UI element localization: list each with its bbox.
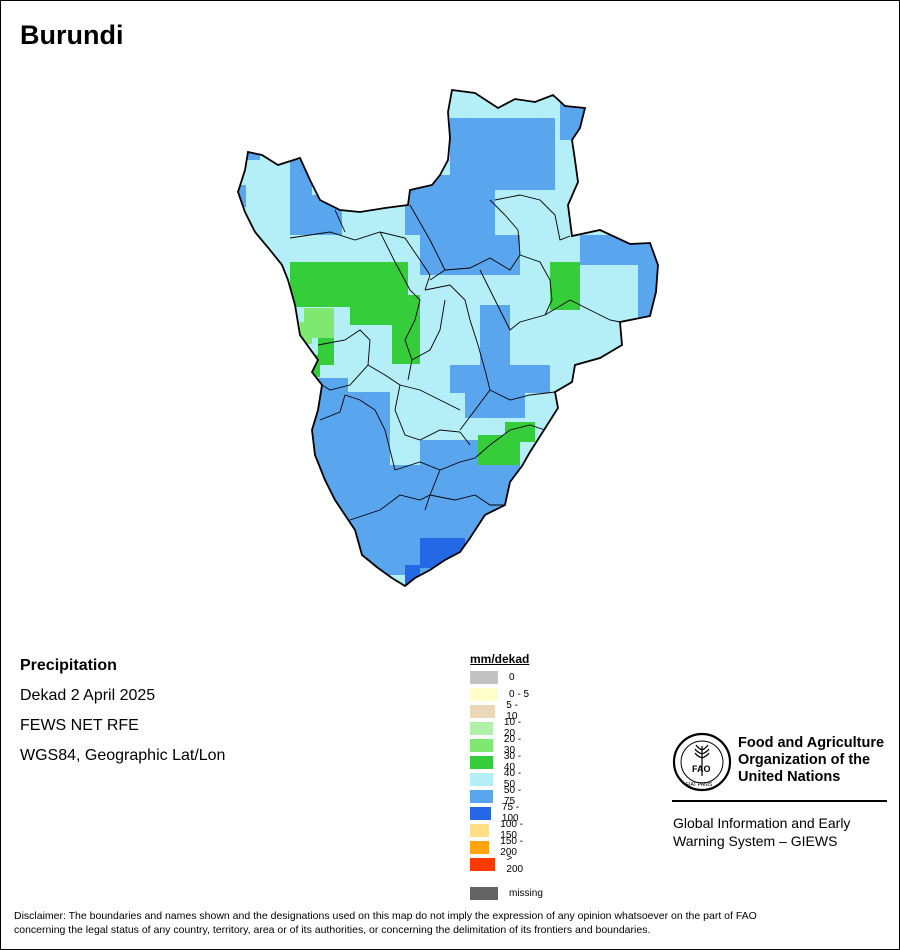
legend-label: 0 - 5 — [509, 688, 530, 700]
legend-label-missing: missing — [509, 887, 543, 899]
legend-item: 40 - 50 — [470, 768, 529, 790]
rainfall-cells-30-40 — [290, 262, 580, 465]
national-boundary — [237, 88, 659, 588]
map-info: Precipitation Dekad 2 April 2025 FEWS NE… — [20, 656, 225, 776]
legend-swatch — [470, 670, 498, 684]
source-label: FEWS NET RFE — [20, 717, 139, 734]
legend-swatch — [470, 823, 490, 837]
legend-swatch — [470, 687, 498, 701]
period-label: Dekad 2 April 2025 — [20, 687, 156, 704]
fao-name-line2: Organization of the — [738, 752, 871, 768]
legend-item: 100 - 150 — [470, 819, 529, 841]
projection-label: WGS84, Geographic Lat/Lon — [20, 747, 226, 764]
legend-label: 40 - 50 — [503, 768, 522, 790]
legend-label: 50 - 75 — [503, 785, 522, 807]
legend-item: 50 - 75 — [470, 785, 529, 807]
legend-swatch — [470, 721, 493, 735]
legend-swatch-missing — [470, 886, 498, 900]
legend-swatch — [470, 857, 496, 871]
legend-item: 0 — [470, 670, 515, 684]
province-boundaries — [289, 194, 621, 521]
legend-swatch — [470, 755, 493, 769]
giews-line2: Warning System – GIEWS — [673, 833, 838, 849]
fao-name-line3: United Nations — [738, 769, 841, 785]
legend-item: 5 - 10 — [470, 700, 529, 722]
legend-unit: mm/dekad — [470, 652, 530, 666]
precipitation-map — [237, 88, 659, 588]
legend-swatch — [470, 738, 493, 752]
logo-divider — [672, 800, 887, 802]
legend-item: 10 - 20 — [470, 717, 529, 739]
legend-label: > 200 — [506, 853, 524, 875]
fao-name-line1: Food and Agriculture — [738, 735, 885, 751]
legend-item: 20 - 30 — [470, 734, 529, 756]
fao-logo: FAO FIAT PANIS Food and Agriculture Orga… — [672, 732, 884, 797]
legend-item: 150 - 200 — [470, 836, 529, 858]
giews-label: Global Information and Early Warning Sys… — [673, 814, 850, 850]
legend-swatch — [470, 840, 490, 854]
giews-line1: Global Information and Early — [673, 815, 851, 831]
legend-label: 100 - 150 — [500, 819, 524, 841]
legend-swatch — [470, 806, 491, 820]
legend-label: 75 - 100 — [501, 802, 520, 824]
rainfall-grid — [238, 90, 658, 586]
legend-swatch — [470, 789, 493, 803]
rainfall-cell-75-100 — [405, 565, 420, 585]
disclaimer-line2: concerning the legal status of any count… — [14, 924, 651, 936]
map-title: Burundi — [20, 20, 124, 50]
legend-label: 10 - 20 — [503, 717, 522, 739]
legend-label: 0 — [509, 671, 515, 683]
legend-label: 150 - 200 — [500, 836, 524, 858]
fao-emblem-icon: FAO FIAT PANIS — [672, 732, 732, 792]
legend-item: 30 - 40 — [470, 751, 529, 773]
legend-item: 0 - 5 — [470, 687, 529, 701]
emblem-letters: FAO — [692, 764, 711, 774]
legend-label: 20 - 30 — [503, 734, 522, 756]
legend-item: 75 - 100 — [470, 802, 529, 824]
legend-item: > 200 — [470, 853, 529, 875]
fao-name: Food and Agriculture Organization of the… — [738, 735, 884, 786]
legend-label: 30 - 40 — [503, 751, 522, 773]
legend-label: 5 - 10 — [506, 700, 518, 722]
legend-swatch — [470, 704, 496, 718]
emblem-motto: FIAT PANIS — [686, 782, 713, 788]
disclaimer-line1: Disclaimer: The boundaries and names sho… — [14, 910, 757, 922]
variable-label: Precipitation — [20, 657, 117, 674]
legend-item-missing: missing — [470, 886, 543, 900]
disclaimer: Disclaimer: The boundaries and names sho… — [14, 909, 889, 937]
legend-swatch — [470, 772, 493, 786]
